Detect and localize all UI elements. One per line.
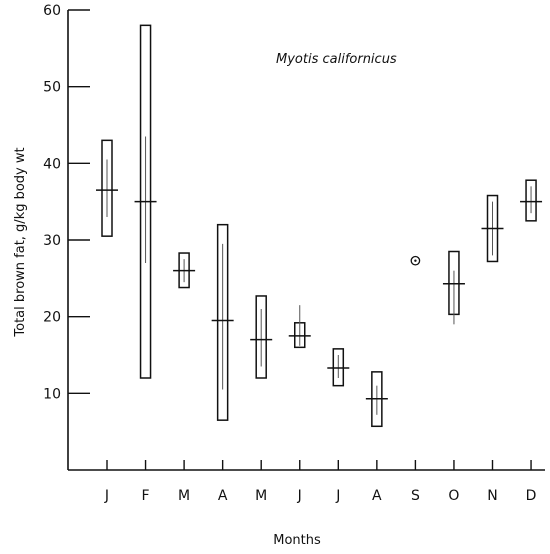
range-boxes: [96, 24, 543, 428]
x-axis-title: Months: [273, 533, 321, 548]
x-tick-label: N: [487, 488, 497, 504]
axes: [67, 10, 545, 471]
x-tick-label: M: [255, 488, 267, 504]
y-ticks: 10 20 30 40 50 60: [43, 3, 90, 402]
x-tick-label: F: [142, 488, 150, 504]
x-tick-label: J: [104, 488, 109, 504]
y-tick-label: 10: [43, 386, 61, 402]
x-tick-label: D: [526, 488, 537, 504]
x-tick-label: M: [178, 488, 190, 504]
x-tick-label: O: [448, 488, 459, 504]
y-tick-label: 30: [43, 233, 61, 249]
x-tick-label: J: [335, 488, 340, 504]
y-tick-label: 20: [43, 310, 61, 326]
x-tick-label: A: [218, 488, 228, 504]
x-tick-label: A: [372, 488, 382, 504]
y-tick-label: 50: [43, 80, 61, 96]
chart-title: Myotis californicus: [276, 52, 397, 67]
y-axis-title: Total brown fat, g/kg body wt: [13, 147, 28, 337]
y-tick-label: 40: [43, 156, 61, 172]
x-tick-label: J: [297, 488, 302, 504]
single-point-dot: [414, 259, 417, 262]
x-tick-label: S: [411, 488, 420, 504]
y-tick-label: 60: [43, 3, 61, 19]
